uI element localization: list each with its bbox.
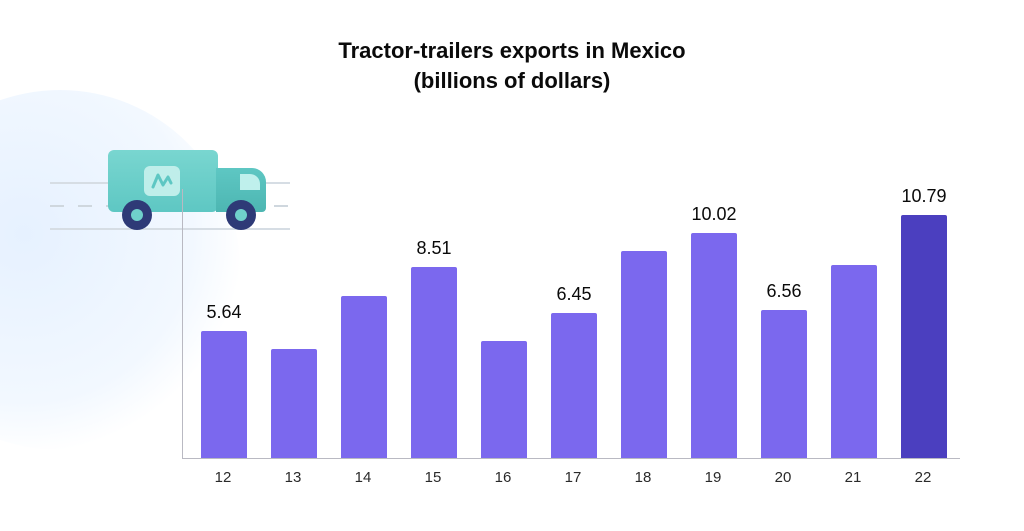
x-tick-label: 13 — [270, 459, 316, 489]
bar-value-label: 6.56 — [766, 281, 801, 302]
bar-21 — [831, 265, 877, 459]
chart-plot-area: 5.64 8.51 6.45 10.02 6.56 10.79 — [182, 189, 960, 459]
x-tick-label: 21 — [830, 459, 876, 489]
x-tick-label: 15 — [410, 459, 456, 489]
x-tick-label: 22 — [900, 459, 946, 489]
bar-rect — [551, 313, 597, 458]
chart-x-axis: 12 13 14 15 16 17 18 19 20 21 22 — [182, 459, 960, 489]
bar-20: 6.56 — [761, 310, 807, 458]
x-tick-label: 14 — [340, 459, 386, 489]
bar-rect — [341, 296, 387, 458]
bar-value-label: 6.45 — [556, 284, 591, 305]
x-tick-label: 20 — [760, 459, 806, 489]
bar-15: 8.51 — [411, 267, 457, 458]
x-tick-label: 17 — [550, 459, 596, 489]
x-tick-label: 16 — [480, 459, 526, 489]
bar-value-label: 8.51 — [416, 238, 451, 259]
bar-rect — [761, 310, 807, 458]
bar-rect — [481, 341, 527, 458]
bar-rect — [901, 215, 947, 458]
bar-12: 5.64 — [201, 331, 247, 458]
truck-wheel-rear — [122, 200, 152, 230]
x-tick-label: 19 — [690, 459, 736, 489]
bar-rect — [691, 233, 737, 458]
bar-17: 6.45 — [551, 313, 597, 458]
bar-16 — [481, 341, 527, 458]
chart-title-line2: (billions of dollars) — [414, 68, 611, 93]
bar-rect — [271, 349, 317, 458]
bar-value-label: 5.64 — [206, 302, 241, 323]
bar-rect — [831, 265, 877, 459]
chart-title: Tractor-trailers exports in Mexico (bill… — [0, 36, 1024, 95]
bar-rect — [201, 331, 247, 458]
bar-value-label: 10.02 — [691, 204, 736, 225]
bar-14 — [341, 296, 387, 458]
bar-22: 10.79 — [901, 215, 947, 458]
bar-value-label: 10.79 — [901, 186, 946, 207]
bar-rect — [621, 251, 667, 458]
x-tick-label: 12 — [200, 459, 246, 489]
bar-rect — [411, 267, 457, 458]
x-tick-label: 18 — [620, 459, 666, 489]
bar-18 — [621, 251, 667, 458]
bar-13 — [271, 349, 317, 458]
bar-19: 10.02 — [691, 233, 737, 458]
chart-title-line1: Tractor-trailers exports in Mexico — [338, 38, 685, 63]
bar-chart: 5.648.516.4510.026.5610.79 1213141516171… — [170, 189, 960, 489]
chart-bars-container: 5.64 8.51 6.45 10.02 6.56 10.79 — [183, 189, 960, 458]
